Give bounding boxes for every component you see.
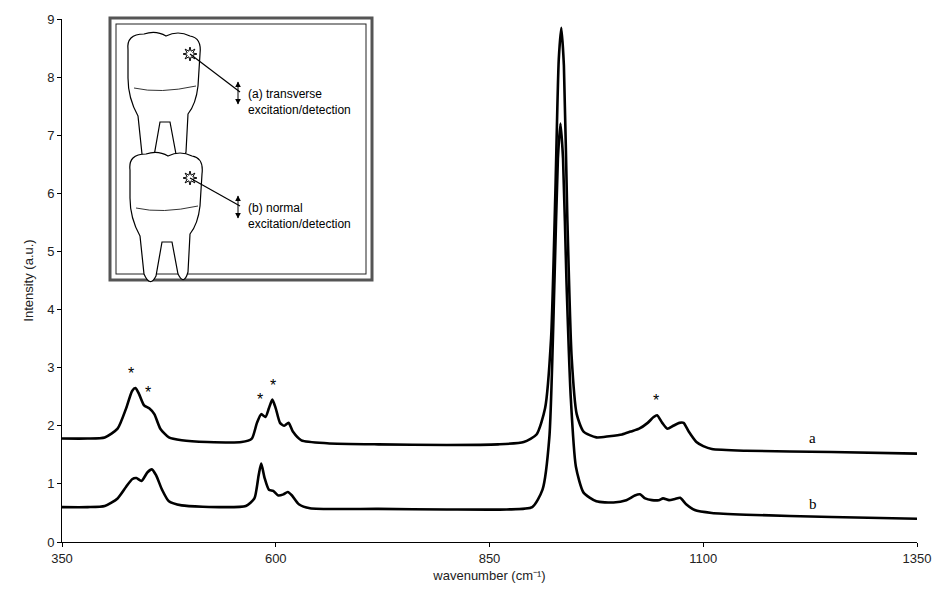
svg-text:8: 8 bbox=[47, 70, 54, 85]
svg-text:1350: 1350 bbox=[903, 551, 932, 566]
svg-text:9: 9 bbox=[47, 12, 54, 27]
svg-text:(b) normal: (b) normal bbox=[248, 201, 303, 215]
svg-text:excitation/detection: excitation/detection bbox=[248, 217, 351, 231]
svg-text:excitation/detection: excitation/detection bbox=[248, 103, 351, 117]
svg-text:7: 7 bbox=[47, 128, 54, 143]
svg-text:2: 2 bbox=[47, 418, 54, 433]
svg-text:850: 850 bbox=[479, 551, 501, 566]
svg-text:6: 6 bbox=[47, 186, 54, 201]
svg-text:*: * bbox=[257, 391, 263, 408]
svg-text:3: 3 bbox=[47, 360, 54, 375]
svg-text:*: * bbox=[653, 392, 659, 409]
svg-text:wavenumber (cm⁻¹): wavenumber (cm⁻¹) bbox=[432, 568, 545, 583]
svg-text:0: 0 bbox=[47, 535, 54, 550]
svg-text:1: 1 bbox=[47, 476, 54, 491]
svg-text:Intensity (a.u.): Intensity (a.u.) bbox=[21, 239, 36, 321]
svg-text:4: 4 bbox=[47, 302, 54, 317]
svg-text:*: * bbox=[270, 377, 276, 394]
svg-text:*: * bbox=[128, 365, 134, 382]
svg-text:1100: 1100 bbox=[689, 551, 717, 566]
svg-text:5: 5 bbox=[47, 244, 54, 259]
svg-text:350: 350 bbox=[51, 551, 73, 566]
svg-text:a: a bbox=[809, 430, 816, 446]
svg-text:*: * bbox=[145, 384, 151, 401]
svg-text:(a) transverse: (a) transverse bbox=[248, 87, 322, 101]
svg-text:600: 600 bbox=[265, 551, 287, 566]
svg-text:b: b bbox=[809, 496, 817, 512]
